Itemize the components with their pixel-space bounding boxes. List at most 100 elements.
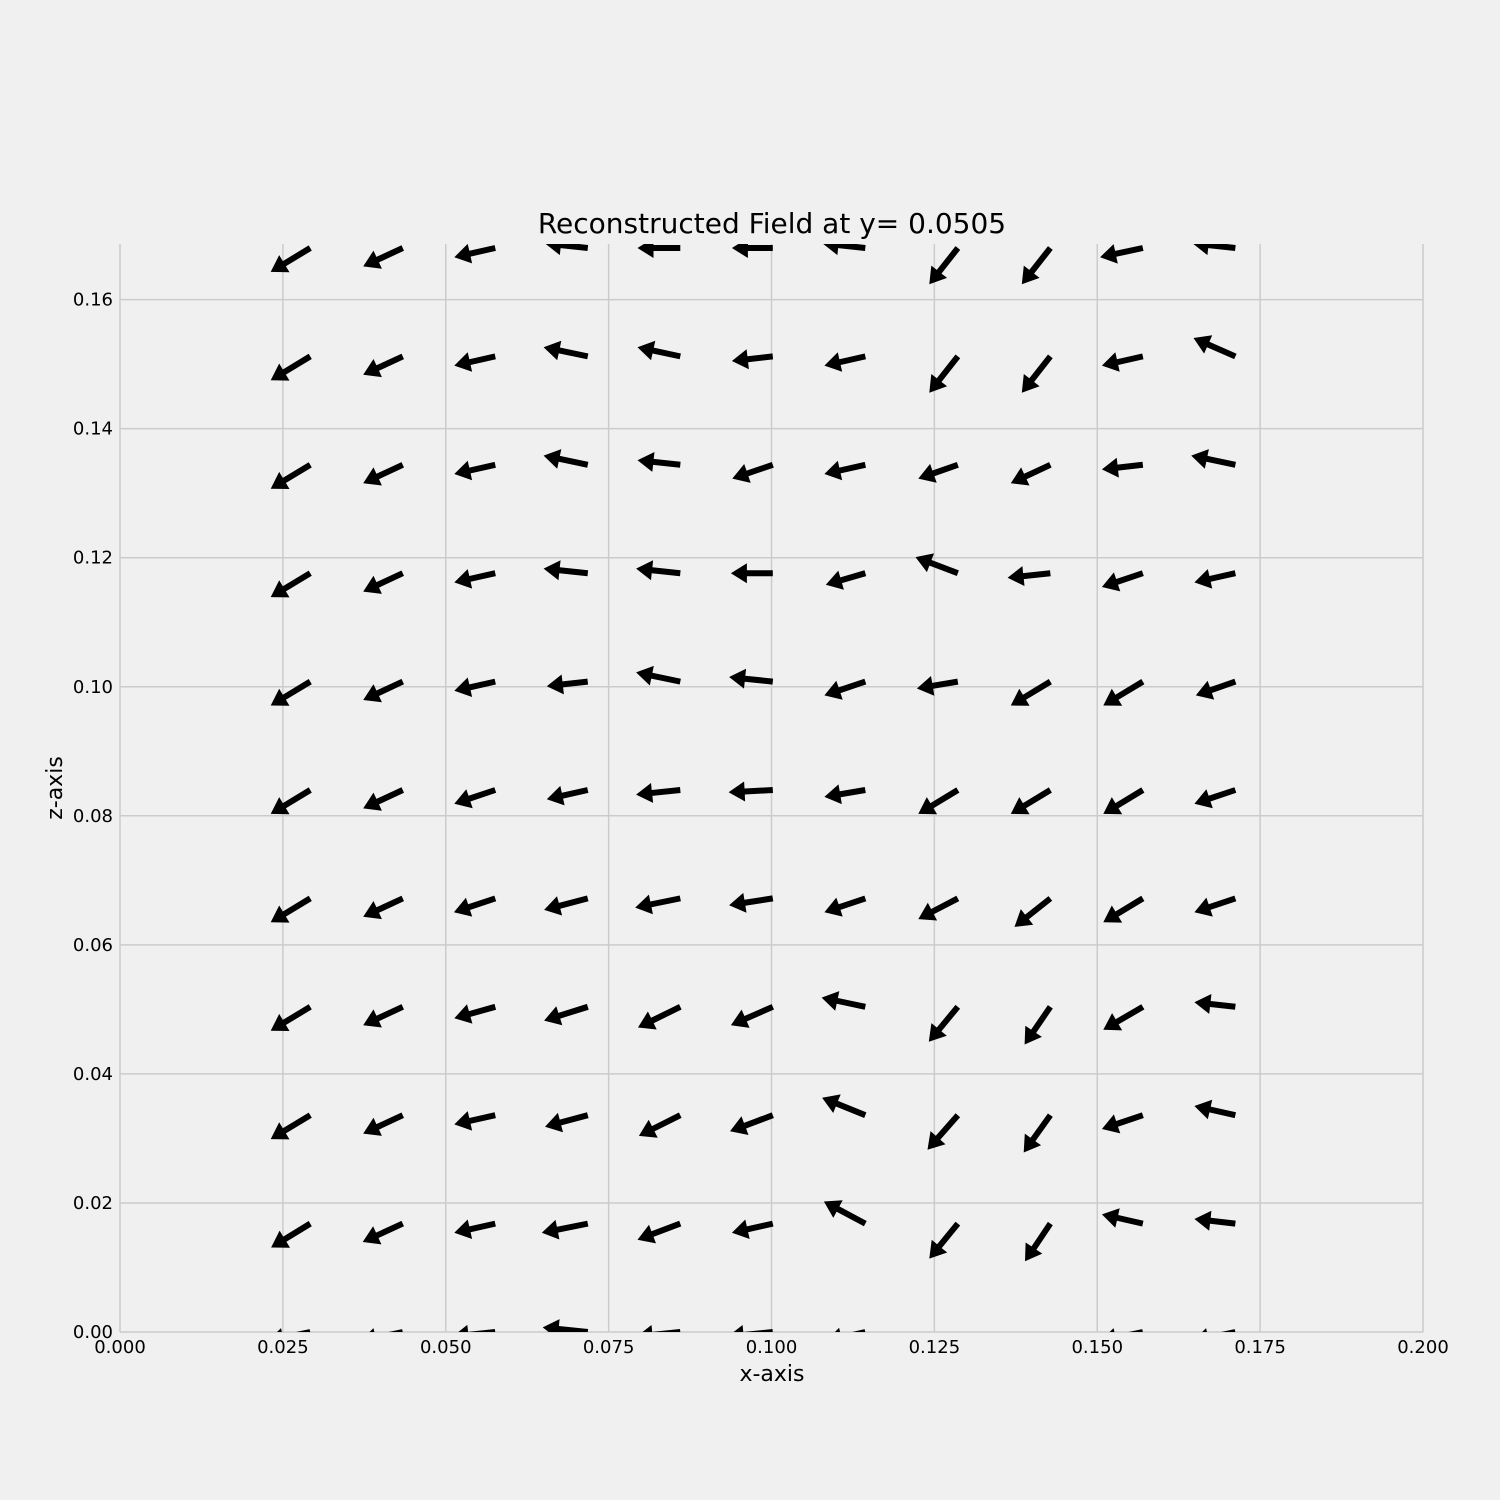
y-tick-label: 0.14 — [73, 419, 113, 440]
y-tick-label: 0.04 — [73, 1064, 113, 1085]
vector-arrow — [1103, 787, 1145, 815]
vector-arrow — [270, 353, 312, 381]
vector-arrow — [363, 895, 404, 920]
vector-arrow — [1101, 352, 1144, 372]
vector-arrow — [916, 676, 959, 696]
vector-arrow — [730, 1112, 774, 1135]
grid — [119, 244, 1424, 1333]
vector-arrow — [270, 245, 312, 273]
vector-arrow — [276, 1328, 311, 1332]
vector-arrow — [363, 1004, 404, 1028]
vector-arrow — [454, 677, 496, 697]
vector-arrow — [929, 246, 961, 285]
vector-arrow — [454, 569, 496, 589]
vector-arrow — [642, 1325, 681, 1332]
vector-arrow — [1194, 1210, 1236, 1231]
vector-arrow — [1193, 335, 1237, 360]
vector-arrow — [1194, 787, 1237, 809]
vector-arrow — [731, 349, 774, 370]
vector-arrow — [729, 668, 774, 689]
vector-arrow — [929, 1221, 961, 1259]
vector-arrow — [731, 244, 773, 258]
vector-arrow — [363, 570, 404, 594]
vector-arrow — [543, 449, 589, 469]
vector-arrow — [637, 1220, 682, 1244]
vector-arrow — [1194, 895, 1237, 917]
vector-arrow — [636, 783, 681, 803]
vector-arrow — [270, 1112, 312, 1140]
vector-arrow — [918, 787, 960, 815]
vector-arrow — [638, 1004, 682, 1030]
vector-arrow — [728, 781, 773, 802]
vector-arrow — [362, 1220, 404, 1245]
vector-arrow — [1103, 1004, 1145, 1031]
vector-arrow — [834, 1327, 866, 1332]
vector-arrow — [1193, 244, 1236, 256]
x-tick-labels: 0.000 0.025 0.050 0.075 0.100 0.125 0.150 0.175… — [94, 1337, 1449, 1358]
y-tick-label: 0.12 — [73, 548, 113, 569]
vector-arrow — [1101, 1208, 1144, 1228]
vector-arrow — [1109, 1328, 1143, 1332]
vector-arrow — [637, 244, 681, 258]
vector-arrow — [1010, 787, 1052, 815]
vector-arrow — [730, 563, 773, 584]
vector-arrow — [454, 460, 496, 481]
vector-arrow — [918, 462, 959, 483]
vector-arrow — [458, 1324, 496, 1332]
vector-arrow — [1101, 457, 1144, 478]
vector-arrow — [363, 462, 404, 486]
vector-arrow — [636, 560, 681, 581]
vector-arrow — [928, 1004, 961, 1042]
vector-arrow — [270, 787, 312, 815]
vector-arrow — [637, 452, 681, 472]
vector-arrow — [363, 1112, 404, 1136]
x-tick-label: 0.150 — [1071, 1337, 1123, 1358]
vector-arrow — [1024, 1005, 1053, 1045]
vector-arrow — [270, 1004, 312, 1031]
y-tick-label: 0.00 — [73, 1322, 113, 1343]
vector-arrow — [270, 462, 312, 489]
vector-arrow — [271, 1221, 312, 1248]
y-tick-label: 0.16 — [73, 290, 113, 311]
vector-arrow — [544, 895, 589, 916]
vector-arrow — [1007, 566, 1051, 586]
vector-arrow — [454, 1003, 497, 1024]
vector-arrow — [824, 352, 866, 372]
vector-arrow — [363, 353, 404, 378]
vector-arrow — [454, 787, 497, 809]
vector-arrow — [1010, 462, 1052, 486]
vector-arrow — [454, 244, 496, 264]
vector-arrow — [542, 1319, 589, 1332]
vector-arrow — [1021, 246, 1053, 285]
x-tick-label: 0.100 — [746, 1337, 798, 1358]
x-tick-label: 0.050 — [420, 1337, 472, 1358]
vector-arrow — [545, 1112, 589, 1133]
vector-arrow — [369, 1328, 403, 1332]
vector-arrow — [270, 570, 312, 598]
vector-arrow — [1194, 1099, 1236, 1120]
vector-arrow — [1191, 449, 1236, 469]
vector-arrow — [454, 1111, 496, 1131]
y-tick-label: 0.06 — [73, 935, 113, 956]
y-tick-label: 0.10 — [73, 677, 113, 698]
vector-arrow — [1103, 895, 1145, 923]
x-tick-label: 0.075 — [583, 1337, 635, 1358]
vector-arrow — [1014, 896, 1053, 927]
vector-arrow — [927, 1113, 961, 1150]
vector-arrow — [824, 895, 867, 917]
vector-arrow — [543, 560, 589, 581]
y-tick-label: 0.08 — [73, 806, 113, 827]
vector-arrow — [929, 354, 961, 393]
vector-arrow — [1194, 569, 1236, 589]
vector-arrow — [823, 1200, 867, 1227]
vector-arrow — [363, 245, 404, 269]
vector-arrow — [732, 462, 774, 483]
vector-arrow — [1202, 1328, 1236, 1332]
vector-arrow — [637, 340, 681, 361]
vector-arrow — [453, 895, 497, 917]
vector-arrow — [730, 1004, 774, 1028]
vector-arrow — [1103, 679, 1145, 706]
vector-arrow — [638, 1112, 682, 1138]
vector-arrow — [918, 895, 960, 921]
